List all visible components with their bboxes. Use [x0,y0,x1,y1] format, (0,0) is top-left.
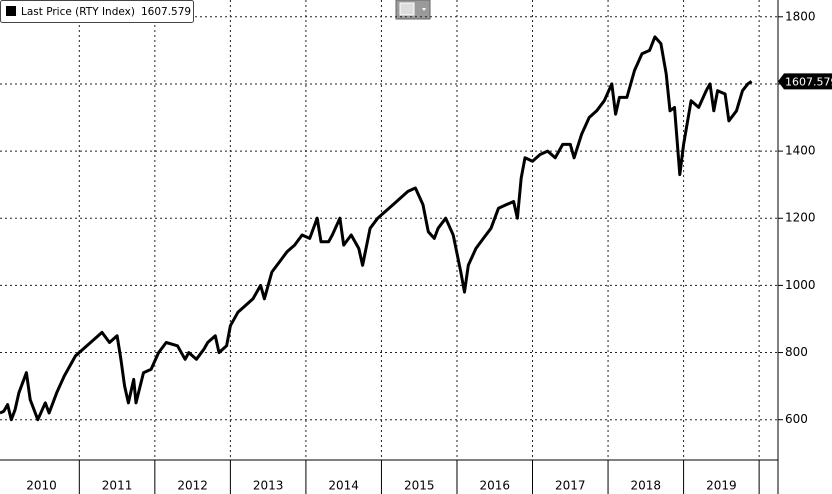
x-tick-label: 2012 [177,479,208,493]
legend-swatch [6,6,16,16]
x-tick-label: 2017 [555,479,586,493]
x-tick-label: 2013 [253,479,284,493]
x-tick-label: 2016 [479,479,510,493]
legend-box [0,0,194,23]
y-tick-label: 1200 [785,211,816,225]
last-price-tag [778,73,832,90]
last-price-label: 1607.579 [785,75,832,88]
y-tick-label: 1000 [785,278,816,292]
legend-label: Last Price (RTY Index) [21,6,135,18]
x-tick-label: 2015 [404,479,435,493]
y-tick-label: 800 [785,345,808,359]
icon-glyph [399,2,415,16]
legend-value: 1607.579 [141,6,191,18]
price-line [0,35,753,422]
y-tick-label: 1800 [785,9,816,23]
y-tick-label: 600 [785,412,808,426]
x-tick-label: 2011 [102,479,133,493]
y-tick-label: 1400 [785,144,816,158]
x-tick-label: 2010 [26,479,57,493]
x-tick-label: 2014 [328,479,359,493]
x-tick-label: 2018 [631,479,662,493]
icon-arrow [422,8,426,11]
x-tick-label: 2019 [706,479,737,493]
legend: Last Price (RTY Index) 1607.579 [0,0,194,23]
